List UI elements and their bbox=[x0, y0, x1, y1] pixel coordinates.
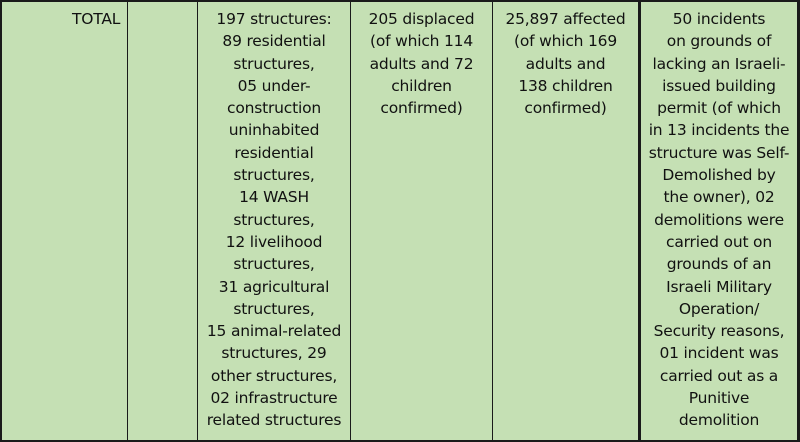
affected-line: 25,897 affected bbox=[505, 10, 626, 28]
structures-line: related structures bbox=[206, 411, 342, 430]
structures-line: 89 residential bbox=[222, 32, 326, 51]
structures-line: structures, 29 bbox=[221, 344, 327, 363]
incidents-line: Punitive bbox=[688, 389, 750, 408]
incidents-cell: 50 incidents on grounds of lacking an Is… bbox=[641, 8, 797, 432]
affected-line: adults and bbox=[525, 54, 606, 73]
incidents-line: issued building bbox=[662, 76, 776, 95]
structures-line: 197 structures: bbox=[216, 10, 332, 28]
incidents-line: carried out as a bbox=[659, 366, 779, 385]
displaced-cell: 205 displaced (of which 114 adults and 7… bbox=[351, 8, 492, 119]
structures-line: uninhabited bbox=[228, 121, 320, 140]
affected-line: (of which 169 bbox=[514, 32, 617, 51]
structures-line: 31 agricultural bbox=[218, 277, 330, 296]
displaced-line: children bbox=[391, 76, 452, 95]
structures-line: structures, bbox=[233, 299, 315, 318]
structures-line: construction bbox=[227, 99, 321, 118]
incidents-line: 50 incidents bbox=[672, 10, 766, 28]
table-bottom-border bbox=[0, 440, 800, 442]
incidents-line: lacking an Israeli- bbox=[652, 54, 786, 73]
structures-line: 02 infrastructure bbox=[210, 389, 338, 408]
structures-line: structures, bbox=[233, 255, 315, 274]
column-divider bbox=[638, 0, 641, 442]
structures-line: 05 under- bbox=[237, 76, 311, 95]
incidents-line: structure was Self- bbox=[648, 143, 790, 162]
incidents-line: grounds of an bbox=[666, 255, 772, 274]
incidents-line: Demolished by bbox=[662, 166, 776, 185]
incidents-line: on grounds of bbox=[666, 32, 772, 51]
displaced-line: confirmed) bbox=[380, 99, 463, 118]
incidents-line: demolition bbox=[678, 411, 760, 430]
affected-line: confirmed) bbox=[524, 99, 607, 118]
structures-line: structures, bbox=[233, 54, 315, 73]
displaced-line: (of which 114 bbox=[370, 32, 473, 51]
incidents-line: the owner), 02 bbox=[663, 188, 775, 207]
incidents-line: in 13 incidents the bbox=[648, 121, 790, 140]
incidents-line: carried out on bbox=[666, 232, 772, 251]
structures-line: structures, bbox=[233, 210, 315, 229]
displaced-line: 205 displaced bbox=[368, 10, 475, 28]
column-divider bbox=[197, 0, 198, 442]
table-top-border bbox=[0, 0, 800, 2]
incidents-line: Israeli Military bbox=[666, 277, 772, 296]
displaced-line: adults and 72 bbox=[369, 54, 474, 73]
row-label: TOTAL bbox=[72, 10, 121, 28]
column-divider bbox=[492, 0, 493, 442]
structures-line: 14 WASH bbox=[239, 188, 309, 207]
structures-line: 15 animal-related bbox=[206, 322, 342, 341]
incidents-line: Security reasons, bbox=[653, 322, 785, 341]
column-divider bbox=[350, 0, 351, 442]
incidents-line: demolitions were bbox=[654, 210, 784, 229]
structures-cell: 197 structures: 89 residential structure… bbox=[198, 8, 350, 432]
affected-cell: 25,897 affected (of which 169 adults and… bbox=[493, 8, 638, 119]
structures-line: other structures, bbox=[210, 366, 338, 385]
column-divider bbox=[127, 0, 128, 442]
affected-line: 138 children bbox=[518, 76, 613, 95]
structures-line: residential bbox=[234, 143, 314, 162]
structures-line: 12 livelihood bbox=[225, 232, 323, 251]
incidents-line: 01 incident was bbox=[659, 344, 779, 363]
column-divider bbox=[797, 0, 800, 442]
incidents-line: permit (of which bbox=[657, 99, 781, 118]
incidents-line: Operation/ bbox=[678, 299, 760, 318]
column-divider bbox=[0, 0, 2, 442]
structures-line: structures, bbox=[233, 166, 315, 185]
